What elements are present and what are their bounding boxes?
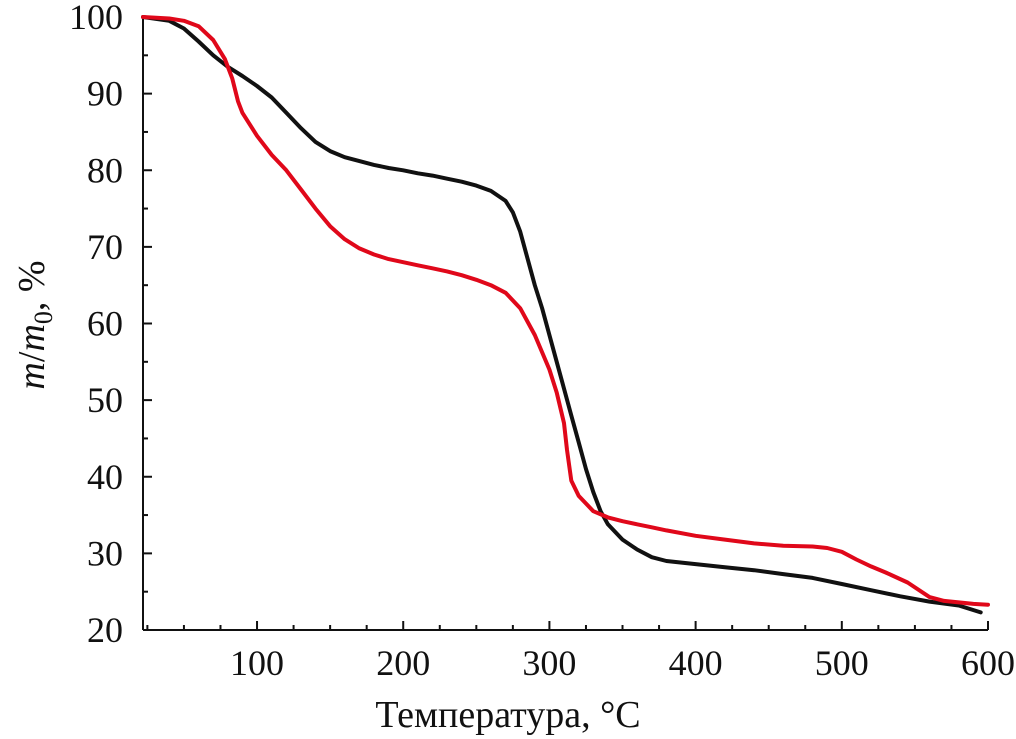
y-axis-ticks: 20 30 40 50 60 70 80 90 100 <box>69 0 152 650</box>
x-tick-label: 500 <box>815 643 869 683</box>
y-tick-label: 70 <box>87 227 123 267</box>
y-tick-label: 20 <box>87 610 123 650</box>
y-tick-label: 80 <box>87 150 123 190</box>
x-axis-label: Температура, °C <box>375 694 640 736</box>
series-line-2 <box>141 15 990 607</box>
x-axis-ticks: 100 200 300 400 500 600 <box>146 621 1015 683</box>
y-label-slash: / <box>11 351 53 362</box>
series-group <box>141 15 990 615</box>
y-axis-label: m/m0, % <box>11 260 58 389</box>
y-label-m: m <box>11 362 53 389</box>
x-tick-label: 200 <box>376 643 430 683</box>
x-tick-label: 400 <box>669 643 723 683</box>
y-tick-label: 100 <box>69 0 123 37</box>
y-tick-label: 50 <box>87 380 123 420</box>
y-tick-label: 90 <box>87 74 123 114</box>
series-line-1 <box>141 15 983 615</box>
y-label-m0: m <box>11 324 53 351</box>
y-tick-label: 60 <box>87 304 123 344</box>
x-tick-label: 300 <box>522 643 576 683</box>
y-tick-label: 40 <box>87 457 123 497</box>
y-tick-label: 30 <box>87 533 123 573</box>
y-label-subscript: 0 <box>29 311 58 324</box>
x-tick-label: 100 <box>230 643 284 683</box>
plot-area: 20 30 40 50 60 70 80 90 100 100 200 300 400 500 600 <box>69 0 1015 683</box>
x-tick-label: 600 <box>961 643 1015 683</box>
y-label-suffix: , % <box>11 260 53 311</box>
